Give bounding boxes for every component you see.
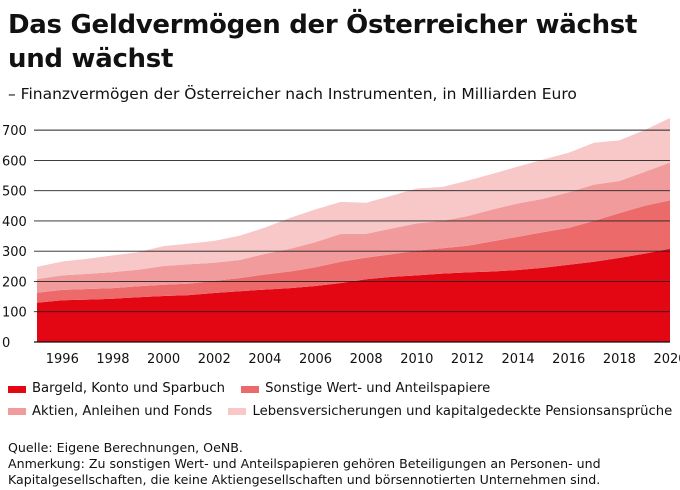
legend-swatch xyxy=(228,408,247,415)
legend-item-bargeld: Bargeld, Konto und Sparbuch xyxy=(8,378,225,400)
x-tick-label: 2002 xyxy=(198,352,231,367)
x-tick-label: 1998 xyxy=(96,352,129,367)
x-tick-label: 2014 xyxy=(502,352,535,367)
y-tick-label: 600 xyxy=(2,154,27,169)
source-note: Quelle: Eigene Berechnungen, OeNB. xyxy=(8,440,243,455)
x-tick-label: 2012 xyxy=(451,352,484,367)
area-series-3 xyxy=(37,118,670,279)
legend-item-sonstige: Sonstige Wert- und Anteilspapiere xyxy=(241,378,490,400)
chart-title: Das Geldvermögen der Österreicher wächst… xyxy=(8,10,638,74)
legend-label: Bargeld, Konto und Sparbuch xyxy=(32,381,225,396)
y-tick-label: 500 xyxy=(2,185,27,200)
x-tick-label: 2000 xyxy=(147,352,180,367)
y-tick-label: 300 xyxy=(2,245,27,260)
legend-swatch xyxy=(241,385,260,393)
legend-label: Lebensversicherungen und kapitalgedeckte… xyxy=(252,403,673,419)
x-tick-label: 2004 xyxy=(248,352,281,367)
y-tick-label: 0 xyxy=(2,336,10,351)
x-tick-label: 1996 xyxy=(46,352,79,367)
area-series-0 xyxy=(37,248,670,342)
stacked-area-chart: 0 100 200 300 400 500 600 700 1996 1998 2000 2002 20… xyxy=(2,118,680,367)
x-tick-label: 2016 xyxy=(552,352,585,367)
x-tick-label: 2018 xyxy=(603,352,636,367)
y-tick-label: 100 xyxy=(2,306,27,321)
legend: Bargeld, Konto und Sparbuch Sonstige Wer… xyxy=(8,378,676,423)
legend-swatch xyxy=(8,385,26,393)
x-tick-label: 2008 xyxy=(350,352,383,367)
x-tick-label: 2010 xyxy=(400,352,433,367)
legend-label: Aktien, Anleihen und Fonds xyxy=(32,403,213,419)
x-tick-label: 2020 xyxy=(653,352,680,367)
x-tick-label: 2006 xyxy=(299,352,332,367)
area-series-2 xyxy=(37,162,670,293)
legend-item-aktien: Aktien, Anleihen und Fonds xyxy=(8,401,212,423)
legend-item-lebensversicherungen: Lebensversicherungen und kapitalgedeckte… xyxy=(228,401,672,423)
legend-swatch xyxy=(8,408,26,415)
chart-subtitle: – Finanzvermögen der Österreicher nach I… xyxy=(8,85,577,103)
y-tick-label: 200 xyxy=(2,275,27,290)
y-tick-label: 400 xyxy=(2,215,27,230)
y-tick-label: 700 xyxy=(2,124,27,139)
annotation-note: Anmerkung: Zu sonstigen Wert- und Anteil… xyxy=(8,456,601,487)
footer: Quelle: Eigene Berechnungen, OeNB. Anmer… xyxy=(8,440,676,488)
legend-label: Sonstige Wert- und Anteilspapiere xyxy=(265,381,491,396)
